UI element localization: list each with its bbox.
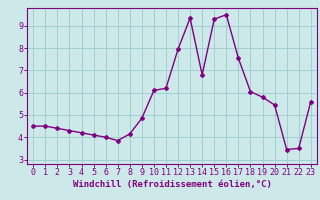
X-axis label: Windchill (Refroidissement éolien,°C): Windchill (Refroidissement éolien,°C) <box>73 180 271 189</box>
